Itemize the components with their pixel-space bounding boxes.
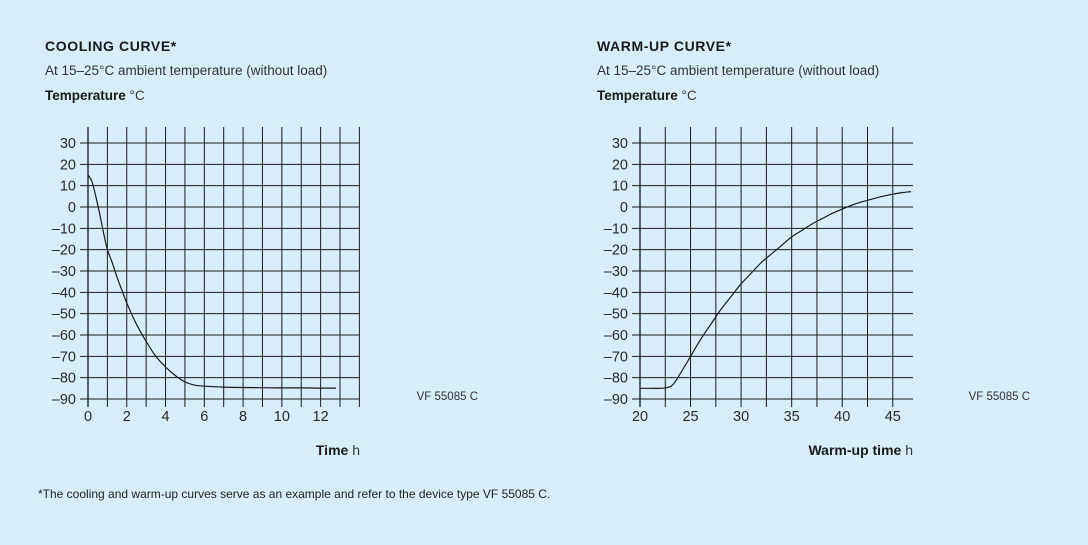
y-tick-label: –40 bbox=[604, 285, 628, 301]
cooling-curve-title: COOLING CURVE* bbox=[45, 38, 177, 54]
y-tick-label: –80 bbox=[604, 371, 628, 387]
y-tick-label: –20 bbox=[604, 243, 628, 259]
y-tick-label: 30 bbox=[60, 136, 76, 152]
y-tick-label: –50 bbox=[604, 307, 628, 323]
x-tick-label: 25 bbox=[682, 409, 698, 425]
y-tick-label: 30 bbox=[612, 136, 628, 152]
y-tick-label: 20 bbox=[60, 157, 76, 173]
warmup-y-axis-label: Temperature °C bbox=[597, 88, 697, 103]
x-tick-label: 30 bbox=[733, 409, 749, 425]
y-tick-label: –70 bbox=[52, 349, 76, 365]
cooling-title-text: COOLING CURVE bbox=[45, 38, 171, 54]
y-tick-label: 10 bbox=[612, 179, 628, 195]
cooling-y-label-unit: °C bbox=[129, 88, 145, 103]
y-tick-label: –40 bbox=[52, 285, 76, 301]
x-tick-label: 10 bbox=[274, 409, 290, 425]
cooling-curve-subtitle: At 15–25°C ambient temperature (without … bbox=[45, 63, 328, 78]
x-tick-label: 2 bbox=[123, 409, 131, 425]
device-annotation: VF 55085 C bbox=[417, 391, 478, 403]
y-tick-label: –50 bbox=[52, 307, 76, 323]
cooling-y-axis-label: Temperature °C bbox=[45, 88, 145, 103]
footnote-text: The cooling and warm-up curves serve as … bbox=[42, 487, 551, 501]
y-tick-label: –60 bbox=[604, 328, 628, 344]
y-tick-label: –30 bbox=[52, 264, 76, 280]
y-tick-label: –90 bbox=[604, 392, 628, 408]
x-tick-label: 8 bbox=[239, 409, 247, 425]
x-tick-label: 0 bbox=[84, 409, 92, 425]
y-tick-label: –10 bbox=[52, 221, 76, 237]
warmup-curve-title: WARM-UP CURVE* bbox=[597, 38, 732, 54]
device-annotation: VF 55085 C bbox=[969, 391, 1030, 403]
warmup-title-marker: * bbox=[725, 38, 732, 54]
cooling-curve-chart: 30 20 10 0 –10 –20 –30 –40 –50 –60 –70 –80 –90 0 2 4 6 8 1… bbox=[52, 127, 478, 458]
x-axis-label: Warm-up time h bbox=[808, 442, 913, 458]
footnote-marker: * bbox=[38, 487, 43, 501]
x-tick-label: 35 bbox=[784, 409, 800, 425]
warmup-curve-panel: WARM-UP CURVE* At 15–25°C ambient temper… bbox=[544, 0, 1088, 470]
footnote: *The cooling and warm-up curves serve as… bbox=[38, 487, 550, 501]
x-tick-label: 40 bbox=[834, 409, 850, 425]
y-tick-label: –80 bbox=[52, 371, 76, 387]
x-tick-label: 20 bbox=[632, 409, 648, 425]
y-tick-label: –90 bbox=[52, 392, 76, 408]
y-tick-label: –60 bbox=[52, 328, 76, 344]
cooling-curve-panel: COOLING CURVE* At 15–25°C ambient temper… bbox=[0, 0, 544, 470]
warmup-y-label-unit: °C bbox=[681, 88, 697, 103]
x-tick-label: 12 bbox=[313, 409, 329, 425]
y-tick-label: –20 bbox=[52, 243, 76, 259]
series-line bbox=[640, 191, 912, 389]
x-tick-label: 4 bbox=[161, 409, 169, 425]
warmup-curve-subtitle: At 15–25°C ambient temperature (without … bbox=[597, 63, 880, 78]
x-axis-label: Time h bbox=[316, 442, 360, 458]
y-tick-label: 0 bbox=[620, 200, 628, 216]
series-line bbox=[87, 174, 337, 389]
x-axis-label-unit: h bbox=[348, 442, 360, 458]
y-tick-label: –70 bbox=[604, 349, 628, 365]
y-tick-label: 0 bbox=[68, 200, 76, 216]
x-tick-label: 45 bbox=[885, 409, 901, 425]
cooling-title-marker: * bbox=[170, 38, 177, 54]
y-tick-label: –30 bbox=[604, 264, 628, 280]
x-axis-label-text: Time bbox=[316, 442, 349, 458]
warmup-title-text: WARM-UP CURVE bbox=[597, 38, 726, 54]
warmup-y-label-text: Temperature bbox=[597, 88, 678, 103]
x-axis-label-text: Warm-up time bbox=[808, 442, 901, 458]
y-tick-label: –10 bbox=[604, 221, 628, 237]
x-axis-label-unit: h bbox=[901, 442, 913, 458]
x-tick-label: 6 bbox=[200, 409, 208, 425]
y-tick-label: 10 bbox=[60, 179, 76, 195]
y-tick-label: 20 bbox=[612, 157, 628, 173]
cooling-y-label-text: Temperature bbox=[45, 88, 126, 103]
